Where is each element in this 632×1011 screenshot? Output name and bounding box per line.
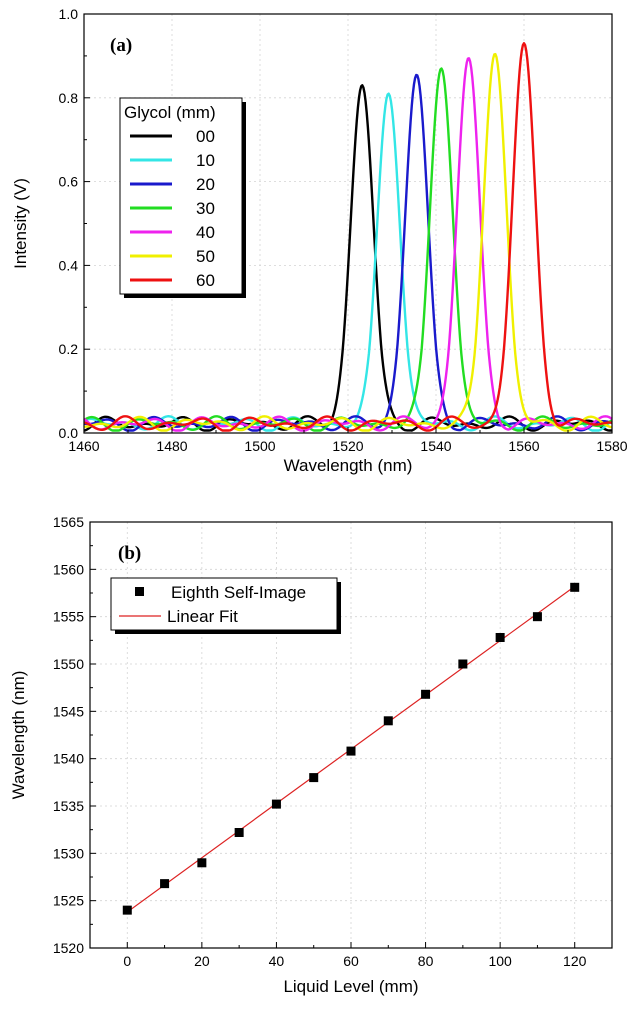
chart-b-x-axis-label: Liquid Level (mm) [283,977,418,996]
chart-a-legend-entry-60: 60 [196,271,215,290]
chart-b: 0 20 40 60 80 100 120 1520 1525 1530 1535 1540 1545 1… [9,514,613,996]
chart-a-legend-entry-40: 40 [196,223,215,242]
chart-a-x-tick-label: 1480 [156,438,187,454]
chart-a-legend: Glycol (mm) 00 10 20 30 40 50 60 [119,97,246,298]
chart-b-x-tick-label: 20 [194,953,210,969]
chart-b-y-tick-label: 1525 [53,893,84,909]
chart-a-x-tick-label: 1520 [332,438,363,454]
chart-b-point-4 [271,799,281,809]
chart-b-x-tick-label: 100 [488,953,512,969]
chart-b-y-tick-label: 1550 [53,656,84,672]
chart-a-legend-entry-30: 30 [196,199,215,218]
chart-a-y-tick-label: 0.0 [59,425,79,441]
chart-b-x-tick-label: 0 [123,953,131,969]
chart-b-point-10 [495,632,505,642]
chart-b-point-6 [346,746,356,756]
chart-a-y-tick-label: 1.0 [59,6,79,22]
chart-a-y-tick-label: 0.6 [59,174,79,190]
chart-b-y-axis-label: Wavelength (nm) [9,671,28,800]
chart-b-x-tick-label: 60 [343,953,359,969]
chart-a-y-axis-label: Intensity (V) [11,178,30,269]
chart-a-legend-entry-50: 50 [196,247,215,266]
chart-b-point-12 [570,582,580,592]
chart-a: 1460 1480 1500 1520 1540 1560 1580 0.0 0.2 0.4 0.6… [11,6,628,475]
chart-b-x-tick-label: 80 [418,953,434,969]
chart-b-point-0 [122,905,132,915]
chart-b-y-tick-label: 1560 [53,561,84,577]
chart-a-x-axis-label: Wavelength (nm) [284,456,413,475]
chart-a-y-tick-label: 0.4 [59,257,79,273]
chart-b-point-2 [197,858,207,868]
chart-a-y-tick-label: 0.2 [59,341,79,357]
chart-b-point-1 [160,879,170,889]
chart-a-panel-label: (a) [110,35,132,56]
chart-b-point-3 [234,828,244,838]
chart-b-y-tick-label: 1530 [53,845,84,861]
chart-a-legend-items: 00 10 20 30 40 50 60 [130,127,215,290]
chart-b-legend-items: Eighth Self-Image Linear Fit [119,583,306,626]
chart-b-legend-entry-fit: Linear Fit [167,607,238,626]
chart-b-point-8 [421,689,431,699]
chart-a-x-tick-label: 1500 [244,438,275,454]
chart-b-series [122,582,580,915]
chart-b-y-tick-label: 1545 [53,703,84,719]
chart-b-panel-label: (b) [118,543,141,564]
chart-a-legend-box [119,97,243,295]
chart-b-point-9 [458,659,468,669]
chart-b-y-tick-label: 1535 [53,798,84,814]
chart-b-point-7 [383,716,393,726]
chart-a-legend-entry-00: 00 [196,127,215,146]
chart-b-y-tick-label: 1520 [53,940,84,956]
chart-a-legend-title: Glycol (mm) [124,103,216,122]
chart-a-grid [84,14,612,433]
chart-b-y-tick-label: 1540 [53,751,84,767]
chart-a-legend-entry-10: 10 [196,151,215,170]
chart-a-x-tick-label: 1540 [420,438,451,454]
chart-b-y-tick-label: 1555 [53,609,84,625]
chart-a-legend-entry-20: 20 [196,175,215,194]
chart-b-legend-box [110,577,338,631]
chart-b-x-tick-label: 40 [269,953,285,969]
chart-b-legend-swatch-points [135,587,144,596]
chart-b-y-tick-label: 1565 [53,514,84,530]
chart-a-x-tick-label: 1460 [68,438,99,454]
chart-a-x-tick-label: 1580 [596,438,627,454]
chart-a-y-tick-label: 0.8 [59,90,79,106]
chart-b-x-tick-label: 120 [563,953,587,969]
chart-a-x-tick-label: 1560 [508,438,539,454]
chart-b-legend: Eighth Self-Image Linear Fit [110,577,341,634]
chart-b-point-11 [532,612,542,622]
chart-b-point-5 [309,773,319,783]
chart-a-ticks: 1460 1480 1500 1520 1540 1560 1580 0.0 0.2 0.4 0.6… [59,6,628,454]
chart-b-legend-entry-points: Eighth Self-Image [171,583,306,602]
chart-b-ticks: 0 20 40 60 80 100 120 1520 1525 1530 1535 1540 1545 1… [53,514,587,969]
